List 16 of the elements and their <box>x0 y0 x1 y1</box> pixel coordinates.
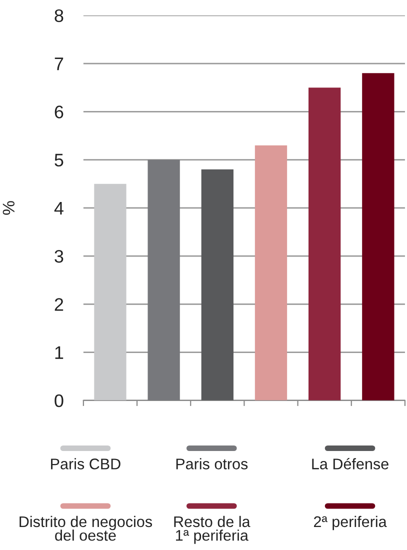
y-tick-label: 0 <box>54 394 64 408</box>
legend-label: 2ª periferia <box>314 516 387 530</box>
legend-label: Paris CBD <box>51 458 120 470</box>
y-tick-label: 6 <box>54 106 64 118</box>
y-tick-label: 5 <box>54 154 64 166</box>
y-tick-label: 2 <box>54 298 64 311</box>
y-tick-label: 8 <box>54 9 64 22</box>
legend-label: Paris otros <box>176 458 248 470</box>
y-tick-label: 3 <box>54 250 64 263</box>
legend-label: La Défense <box>312 458 388 470</box>
y-axis-title: % <box>2 201 14 215</box>
y-tick-label: 1 <box>55 346 64 359</box>
y-tick-label: 7 <box>54 58 64 70</box>
legend-label: Distrito de negocios del oeste <box>20 516 152 541</box>
y-tick-label: 4 <box>54 202 64 214</box>
legend-label: Resto de la 1ª periferia <box>174 516 250 544</box>
